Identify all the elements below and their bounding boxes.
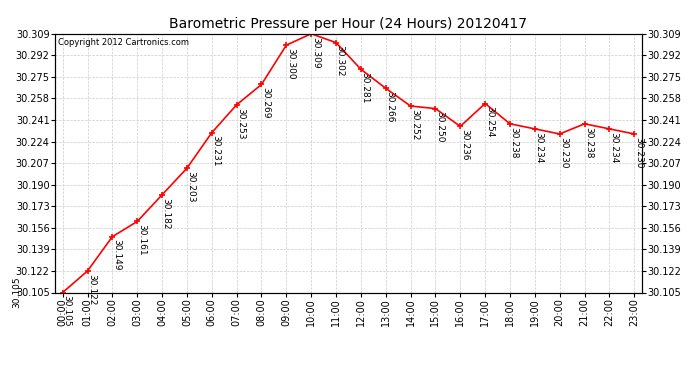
Text: 30.252: 30.252: [411, 109, 420, 140]
Text: 30.105: 30.105: [12, 277, 21, 308]
Title: Barometric Pressure per Hour (24 Hours) 20120417: Barometric Pressure per Hour (24 Hours) …: [170, 17, 527, 31]
Text: 30.300: 30.300: [286, 48, 295, 80]
Text: 30.161: 30.161: [137, 224, 146, 256]
Text: 30.302: 30.302: [336, 45, 345, 77]
Text: 30.238: 30.238: [510, 127, 519, 158]
Text: 30.269: 30.269: [261, 87, 270, 119]
Text: 30.234: 30.234: [609, 132, 618, 163]
Text: 30.182: 30.182: [161, 198, 170, 229]
Text: 30.230: 30.230: [634, 137, 643, 168]
Text: 30.281: 30.281: [361, 72, 370, 104]
Text: Copyright 2012 Cartronics.com: Copyright 2012 Cartronics.com: [58, 38, 189, 46]
Text: 30.254: 30.254: [485, 106, 494, 138]
Text: 30.230: 30.230: [560, 137, 569, 168]
Text: 30.122: 30.122: [87, 274, 96, 305]
Text: 30.203: 30.203: [186, 171, 195, 202]
Text: 30.253: 30.253: [236, 108, 245, 139]
Text: 30.234: 30.234: [535, 132, 544, 163]
Text: 30.236: 30.236: [460, 129, 469, 160]
Text: 30.105: 30.105: [62, 295, 71, 327]
Text: 30.266: 30.266: [386, 91, 395, 123]
Text: 30.309: 30.309: [310, 36, 320, 68]
Text: 30.149: 30.149: [112, 240, 121, 271]
Text: 30.250: 30.250: [435, 111, 444, 143]
Text: 30.238: 30.238: [584, 127, 593, 158]
Text: 30.231: 30.231: [211, 135, 220, 167]
